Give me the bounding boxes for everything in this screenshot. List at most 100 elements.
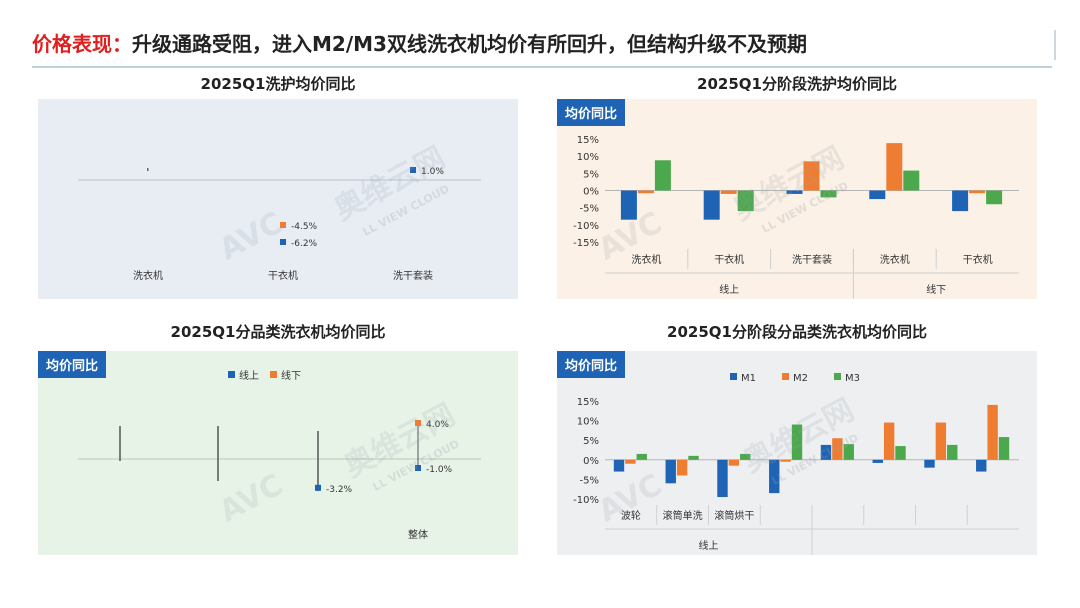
- bar: [924, 459, 935, 468]
- bar: [625, 459, 636, 464]
- data-label: -3.2%: [326, 485, 353, 495]
- bar: [803, 161, 820, 191]
- x-tick-label: 整体: [408, 528, 428, 541]
- legend-label: M3: [845, 373, 860, 384]
- bar: [665, 459, 676, 484]
- x-tick-label: 滚筒单洗: [663, 509, 703, 522]
- chart1-title: 2025Q1洗护均价同比: [200, 75, 356, 93]
- y-tick-label: 0%: [583, 456, 599, 467]
- bar: [720, 190, 737, 194]
- legend-label: M1: [741, 373, 756, 384]
- x-tick-label: 滚筒烘干: [714, 509, 754, 522]
- x-tick-label: 干衣机: [268, 269, 298, 282]
- bar: [636, 453, 647, 460]
- legend-label: M2: [793, 373, 808, 384]
- data-label: 1.0%: [421, 167, 444, 177]
- group-label: 线下: [926, 283, 946, 296]
- legend-swatch: [782, 373, 789, 380]
- bar: [737, 190, 754, 212]
- bar: [886, 143, 903, 191]
- bar: [676, 459, 688, 476]
- legend-swatch: [730, 373, 737, 380]
- title-divider: [32, 66, 1052, 68]
- bar: [791, 424, 803, 460]
- legend-swatch: [834, 373, 841, 380]
- y-tick-label: -15%: [573, 238, 599, 249]
- slide-title-lead: 价格表现：: [32, 32, 132, 56]
- bar: [986, 190, 1003, 205]
- y-tick-label: 0%: [583, 187, 599, 198]
- y-tick-label: 15%: [577, 135, 599, 146]
- y-tick-label: 10%: [577, 417, 599, 428]
- bar: [935, 422, 947, 460]
- y-tick-label: -10%: [573, 495, 599, 506]
- slide-title-rest: 升级通路受阻，进入M2/M3双线洗衣机均价有所回升，但结构升级不及预期: [132, 32, 807, 56]
- x-tick-label: 洗衣机: [880, 253, 910, 266]
- bar: [820, 190, 837, 198]
- slide-title: 价格表现：升级通路受阻，进入M2/M3双线洗衣机均价有所回升，但结构升级不及预期: [32, 28, 807, 57]
- data-point: [415, 465, 421, 471]
- legend-label: 线下: [281, 369, 301, 382]
- chart3-panel: -3.2% 4.0% -1.0% 整体 线上 线下 均价同比 AVC 奥维云网 LL VI…: [38, 351, 518, 555]
- bar: [637, 190, 654, 194]
- bar: [947, 444, 958, 460]
- x-tick-label: 洗衣机: [133, 269, 163, 282]
- group-label: 线上: [699, 539, 719, 552]
- bar: [703, 190, 720, 220]
- data-label: -4.5%: [291, 222, 318, 232]
- data-point: [280, 222, 286, 228]
- bar: [895, 446, 906, 460]
- bar: [883, 422, 895, 460]
- bar: [987, 404, 998, 460]
- x-tick-label: 干衣机: [714, 253, 744, 266]
- y-tick-label: -5%: [580, 204, 599, 215]
- data-label: -6.2%: [291, 239, 318, 249]
- bar: [728, 459, 740, 466]
- legend-label: 线上: [239, 369, 259, 382]
- x-tick-label: 波轮: [621, 509, 641, 522]
- data-label: 4.0%: [426, 420, 449, 430]
- chart2-title: 2025Q1分阶段洗护均价同比: [697, 75, 897, 93]
- y-tick-label: 5%: [583, 169, 599, 180]
- bar: [872, 459, 883, 463]
- bar: [969, 190, 986, 194]
- legend-swatch: [228, 371, 235, 378]
- data-point: [410, 167, 416, 173]
- chart3-title: 2025Q1分品类洗衣机均价同比: [170, 323, 386, 341]
- y-tick-label: 10%: [577, 152, 599, 163]
- bar: [780, 459, 791, 462]
- bar: [613, 459, 625, 472]
- chart1-panel: 洗衣机 干衣机 洗干套装 -4.5% -6.2% 1.0% AVC 奥维云网 LL VIE…: [38, 99, 518, 299]
- x-tick-label: 洗干套装: [393, 269, 433, 282]
- x-tick-label: 干衣机: [963, 253, 993, 266]
- bar: [620, 190, 637, 220]
- bar: [786, 190, 803, 194]
- bar: [903, 170, 920, 191]
- bar: [976, 459, 987, 472]
- title-right-divider: [1054, 30, 1056, 60]
- chart2-panel: 15% 10% 5% 0% -5% -10% -15% 洗衣机 干衣机 洗干套装 洗衣机 干衣机 线上 线…: [557, 99, 1037, 299]
- bar: [820, 444, 832, 460]
- chart3-badge: 均价同比: [38, 351, 107, 378]
- bar: [952, 190, 969, 212]
- chart4-title: 2025Q1分阶段分品类洗衣机均价同比: [667, 323, 927, 341]
- chart4-badge: 均价同比: [557, 351, 626, 378]
- bar: [740, 453, 751, 460]
- x-tick-label: 洗衣机: [631, 253, 661, 266]
- bar: [688, 455, 699, 460]
- bar: [769, 459, 780, 494]
- chart2-badge: 均价同比: [557, 99, 626, 126]
- legend-swatch: [270, 371, 277, 378]
- chart3-svg: -3.2% 4.0% -1.0% 整体 线上 线下: [78, 369, 481, 541]
- x-tick-label: 洗干套装: [792, 253, 832, 266]
- bar: [654, 160, 671, 191]
- data-point: [315, 484, 321, 491]
- y-tick-label: -5%: [580, 475, 599, 486]
- data-point: [415, 420, 421, 426]
- bar: [843, 444, 854, 460]
- bar: [832, 438, 843, 460]
- bar: [998, 437, 1010, 460]
- group-label: 线上: [719, 283, 739, 296]
